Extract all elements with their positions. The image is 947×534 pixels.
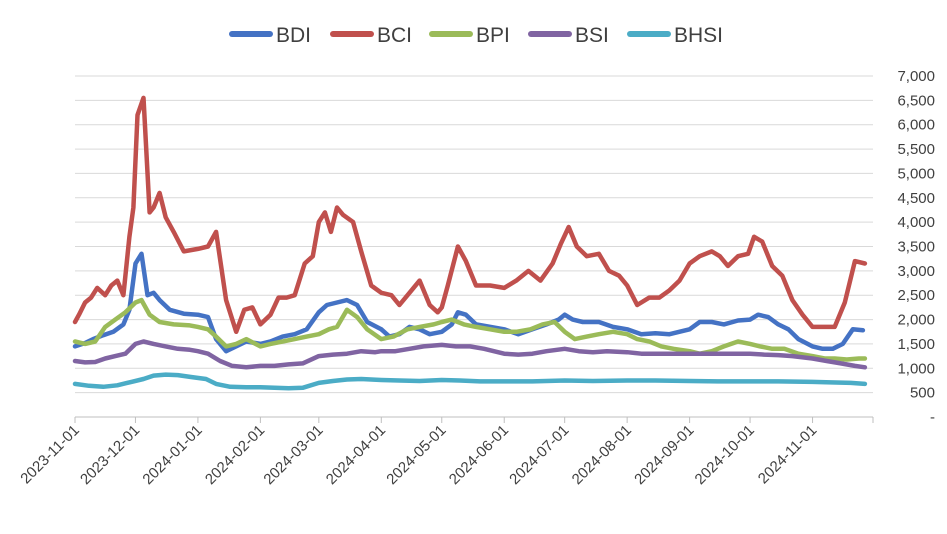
x-tick-label: 2024-10-01 xyxy=(692,422,758,488)
x-tick-label: 2024-02-01 xyxy=(202,422,268,488)
x-tick-label: 2023-12-01 xyxy=(77,422,143,488)
x-tick-label: 2024-01-01 xyxy=(139,422,205,488)
legend-item-bci: BCI xyxy=(330,24,412,47)
legend-label: BCI xyxy=(377,24,412,47)
x-tick-label: 2023-11-01 xyxy=(17,422,82,487)
y-tick-label: 2,000 xyxy=(897,312,935,329)
y-tick-label: 6,000 xyxy=(897,117,935,134)
x-tick-label: 2024-05-01 xyxy=(383,422,449,488)
x-tick-label: 2024-11-01 xyxy=(755,422,820,487)
x-tick-label: 2024-07-01 xyxy=(506,422,572,488)
x-axis-ticks: 2023-11-012023-12-012024-01-012024-02-01… xyxy=(17,422,820,488)
y-tick-label: 1,000 xyxy=(897,360,935,377)
x-tick-label: 2024-08-01 xyxy=(569,422,635,488)
y-tick-label: 500 xyxy=(910,385,935,402)
legend-item-bpi: BPI xyxy=(429,24,510,47)
series-line-bci xyxy=(72,95,868,335)
series-line-bdi xyxy=(72,251,866,354)
y-tick-label: 3,500 xyxy=(897,239,935,256)
series-lines xyxy=(72,95,868,391)
y-tick-label: 5,500 xyxy=(897,141,935,158)
axes xyxy=(74,416,874,423)
x-tick-label: 2024-06-01 xyxy=(446,422,512,488)
y-tick-label: 4,000 xyxy=(897,214,935,231)
series-line-bhsi xyxy=(72,372,868,391)
y-axis-ticks: - 500 1,000 1,500 2,000 2,500 3,000 3,500 4,000 4… xyxy=(897,68,935,426)
series-line-bpi xyxy=(72,297,868,362)
y-tick-label: 1,500 xyxy=(897,336,935,353)
legend-item-bsi: BSI xyxy=(528,24,609,47)
series-line-bsi xyxy=(72,339,868,370)
y-tick-label: 7,000 xyxy=(897,68,935,85)
legend-item-bdi: BDI xyxy=(229,24,311,47)
y-tick-label: 5,000 xyxy=(897,165,935,182)
y-tick-label: 6,500 xyxy=(897,92,935,109)
y-tick-label: 3,000 xyxy=(897,263,935,280)
gridlines xyxy=(75,75,873,394)
legend-label: BDI xyxy=(276,24,311,47)
legend: BDI BCI BPI BSI BHSI xyxy=(229,24,723,47)
legend-label: BSI xyxy=(575,24,609,47)
legend-label: BHSI xyxy=(674,24,723,47)
y-tick-label: 4,500 xyxy=(897,190,935,207)
y-tick-label: 2,500 xyxy=(897,287,935,304)
x-tick-label: 2024-03-01 xyxy=(260,422,326,488)
legend-label: BPI xyxy=(476,24,510,47)
y-tick-label: - xyxy=(930,409,935,426)
legend-item-bhsi: BHSI xyxy=(627,24,723,47)
x-tick-label: 2024-09-01 xyxy=(631,422,697,488)
x-tick-label: 2024-04-01 xyxy=(323,422,389,488)
